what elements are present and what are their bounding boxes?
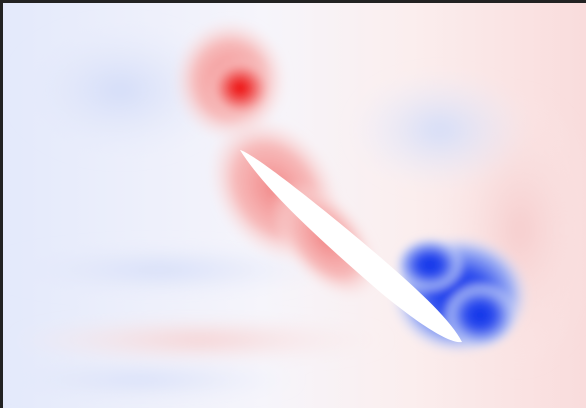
wake-streaks	[0, 20, 586, 398]
airfoil	[240, 150, 462, 343]
